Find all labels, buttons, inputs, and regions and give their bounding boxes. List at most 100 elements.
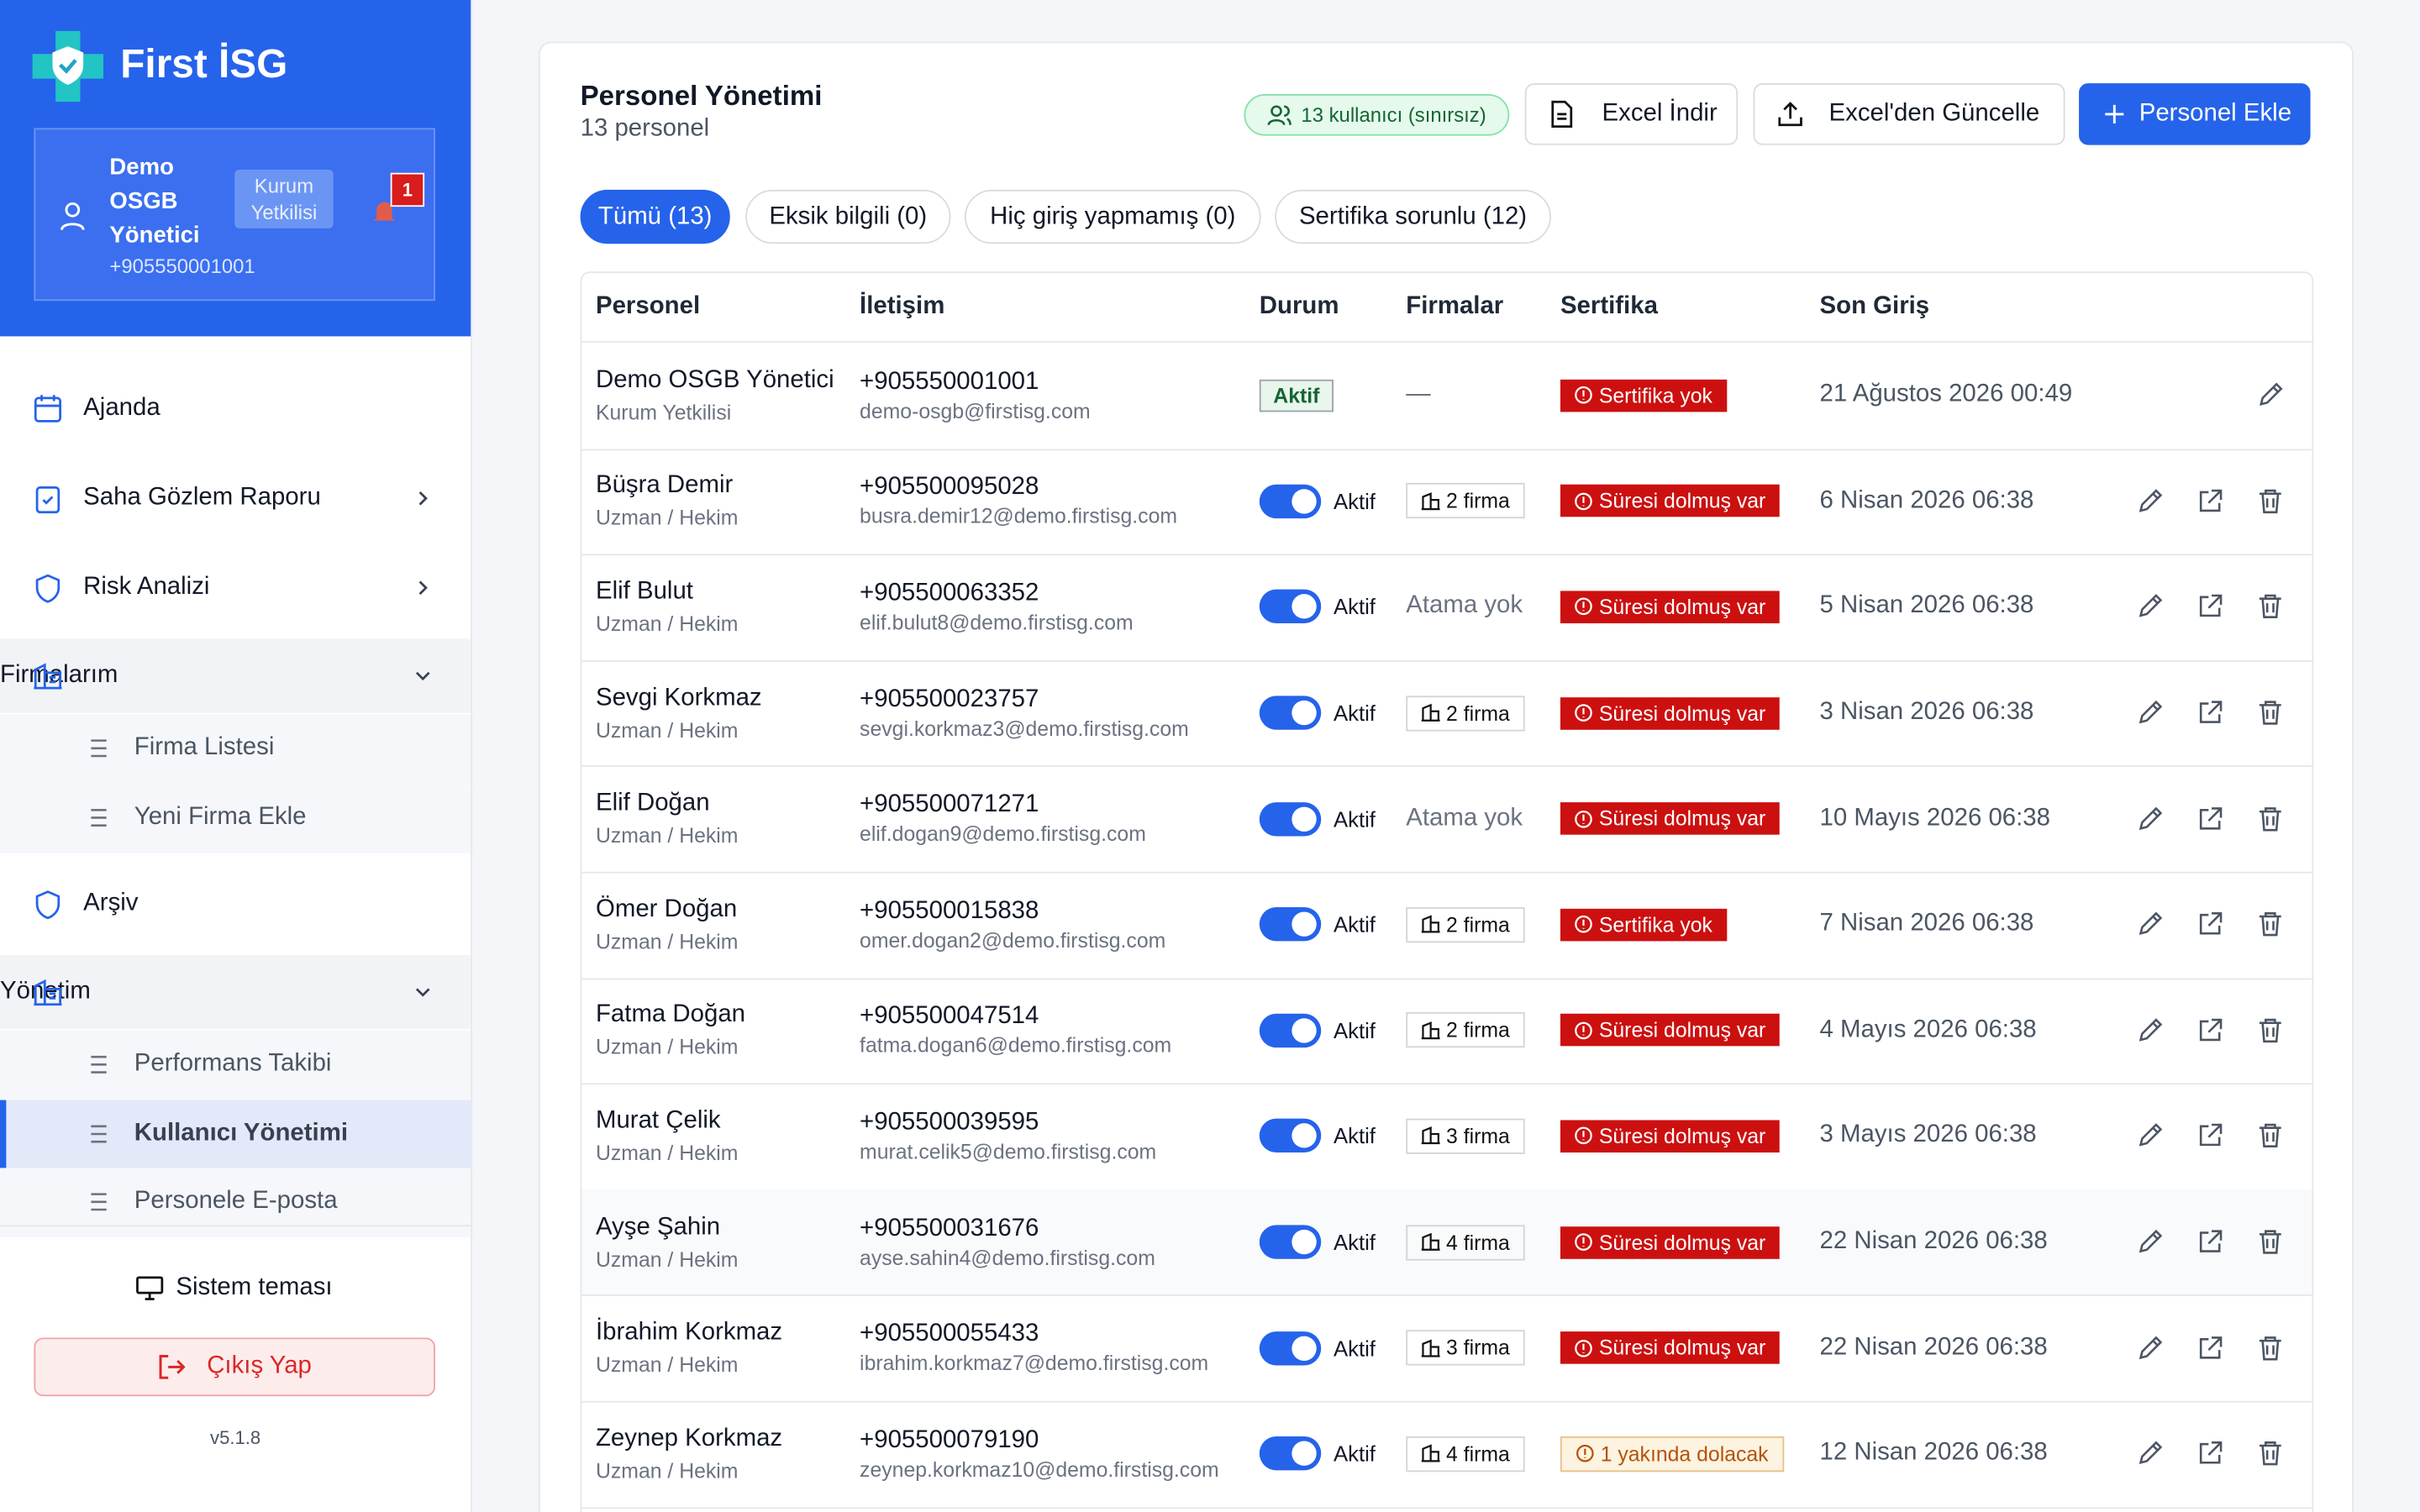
cert-icon (1575, 1233, 1592, 1252)
nav-item[interactable]: Risk Analizi (0, 544, 471, 631)
status-toggle[interactable] (1259, 1331, 1322, 1365)
chevron-icon (415, 671, 430, 681)
edit-action[interactable] (2136, 593, 2164, 621)
person-role: Uzman / Hekim (595, 718, 739, 742)
nav-item[interactable]: Firma Listesi (0, 713, 471, 784)
edit-action[interactable] (2256, 381, 2284, 409)
nav-item[interactable]: Yeni Firma Ekle (0, 783, 471, 853)
brand: First İSG (120, 39, 288, 87)
theme-toggle[interactable]: Sistem teması (136, 1274, 333, 1302)
status-toggle[interactable] (1259, 590, 1322, 624)
logout-button[interactable]: Çıkış Yap (34, 1337, 435, 1397)
cert-icon (1575, 598, 1592, 617)
edit-action[interactable] (2136, 487, 2164, 515)
del-action[interactable] (2256, 1228, 2284, 1256)
open-action[interactable] (2196, 1122, 2224, 1150)
cell: Süresi dolmuş var (1560, 978, 1780, 1084)
filter-tab[interactable]: Sertifika sorunlu (12) (1275, 189, 1551, 244)
filter-tab[interactable]: Eksik bilgili (0) (745, 189, 951, 244)
status-toggle[interactable] (1259, 801, 1322, 836)
edit-action[interactable] (2136, 1122, 2164, 1150)
cell: 1 yakında dolacak (1560, 1401, 1784, 1507)
nav-item[interactable]: Kullanıcı Yönetimi (0, 1099, 471, 1169)
edit-action[interactable] (2136, 1440, 2164, 1467)
bell-icon[interactable] (371, 197, 398, 225)
open-action[interactable] (2196, 699, 2224, 727)
building-icon (1421, 491, 1440, 511)
status-toggle[interactable] (1259, 1119, 1322, 1153)
edit-action[interactable] (2136, 911, 2164, 938)
status-toggle[interactable] (1259, 484, 1322, 518)
status-toggle[interactable] (1259, 696, 1322, 730)
del-action[interactable] (2256, 1122, 2284, 1150)
cell: Süresi dolmuş var (1560, 660, 1780, 766)
nav-item[interactable]: Performans Takibi (0, 1030, 471, 1100)
cell: +905500055433 ibrahim.korkmaz7@demo.first… (860, 1295, 1208, 1401)
status-toggle[interactable] (1259, 1436, 1322, 1471)
table-row: Ömer Doğan Uzman / Hekim +905500015838 omer… (581, 872, 2312, 979)
open-action[interactable] (2196, 1440, 2224, 1467)
status-toggle[interactable] (1259, 907, 1322, 942)
person-name: Elif Bulut (595, 578, 693, 605)
del-action[interactable] (2256, 1016, 2284, 1044)
open-action[interactable] (2196, 911, 2224, 938)
filter-tab[interactable]: Hiç giriş yapmamış (0) (964, 189, 1261, 244)
open-action[interactable] (2196, 1016, 2224, 1044)
del-action[interactable] (2256, 699, 2284, 727)
firms-badge: 3 firma (1406, 1330, 1526, 1366)
person-name: Ömer Doğan (595, 895, 738, 922)
edit-action[interactable] (2136, 1016, 2164, 1044)
phone: +905500063352 (860, 580, 1039, 606)
open-action[interactable] (2196, 593, 2224, 621)
last-login: 3 Mayıs 2026 06:38 (1819, 1122, 2037, 1149)
nav-item[interactable]: Saha Gözlem Raporu (0, 455, 471, 542)
edit-action[interactable] (2136, 1334, 2164, 1362)
edit-action[interactable] (2136, 1228, 2164, 1256)
open-action[interactable] (2196, 805, 2224, 832)
table-row: Ayşe Şahin Uzman / Hekim +905500031676 ayse… (581, 1189, 2312, 1297)
open-action[interactable] (2196, 1334, 2224, 1362)
status-toggle[interactable] (1259, 1013, 1322, 1047)
excel-update-button[interactable]: Excel'den Güncelle (1753, 83, 2065, 145)
nav-item[interactable]: Firmalarım (0, 638, 471, 713)
nav-item[interactable]: Yönetim (0, 954, 471, 1030)
nav-item[interactable]: Arşiv (0, 861, 471, 948)
row-actions (2136, 554, 2284, 660)
quota-badge: 13 kullanıcı (sınırsız) (1244, 94, 1510, 136)
open-action[interactable] (2196, 1228, 2224, 1256)
nav-item[interactable]: Ajanda (0, 365, 471, 452)
last-login: 22 Nisan 2026 06:38 (1819, 1334, 2048, 1361)
add-personnel-button[interactable]: Personel Ekle (2079, 83, 2311, 145)
cert-label: Süresi dolmuş var (1598, 1018, 1766, 1042)
del-action[interactable] (2256, 911, 2284, 938)
chevron-icon (418, 580, 428, 596)
cell: 2 firma (1406, 978, 1526, 1084)
page-subtitle: 13 personel (580, 115, 710, 142)
person-name: İbrahim Korkmaz (595, 1319, 783, 1346)
email: busra.demir12@demo.firstisg.com (860, 505, 1178, 528)
user-card[interactable]: Demo OSGB Yönetici Kurum Yetkilisi 1 +90… (34, 128, 435, 302)
del-action[interactable] (2256, 1334, 2284, 1362)
row-actions (2136, 1189, 2284, 1295)
cell: Ömer Doğan Uzman / Hekim (596, 872, 738, 978)
status-toggle[interactable] (1259, 1225, 1322, 1259)
excel-download-button[interactable]: Excel İndir (1524, 83, 1739, 145)
open-action[interactable] (2196, 487, 2224, 515)
del-action[interactable] (2256, 1440, 2284, 1467)
filter-tab[interactable]: Tümü (13) (580, 189, 730, 244)
del-action[interactable] (2256, 593, 2284, 621)
person-role: Uzman / Hekim (595, 1142, 739, 1165)
cell: Aktif (1259, 1295, 1376, 1401)
edit-action[interactable] (2136, 805, 2164, 832)
cell: Atama yok (1406, 766, 1523, 872)
version: v5.1.8 (210, 1426, 261, 1449)
cell: +905500047514 fatma.dogan6@demo.firstisg.… (860, 978, 1171, 1084)
person-name: Büşra Demir (595, 472, 734, 499)
del-action[interactable] (2256, 805, 2284, 832)
del-action[interactable] (2256, 487, 2284, 515)
cell: Süresi dolmuş var (1560, 449, 1780, 554)
person-role: Kurum Yetkilisi (595, 401, 732, 424)
edit-action[interactable] (2136, 699, 2164, 727)
cert-badge: Süresi dolmuş var (1560, 802, 1780, 836)
